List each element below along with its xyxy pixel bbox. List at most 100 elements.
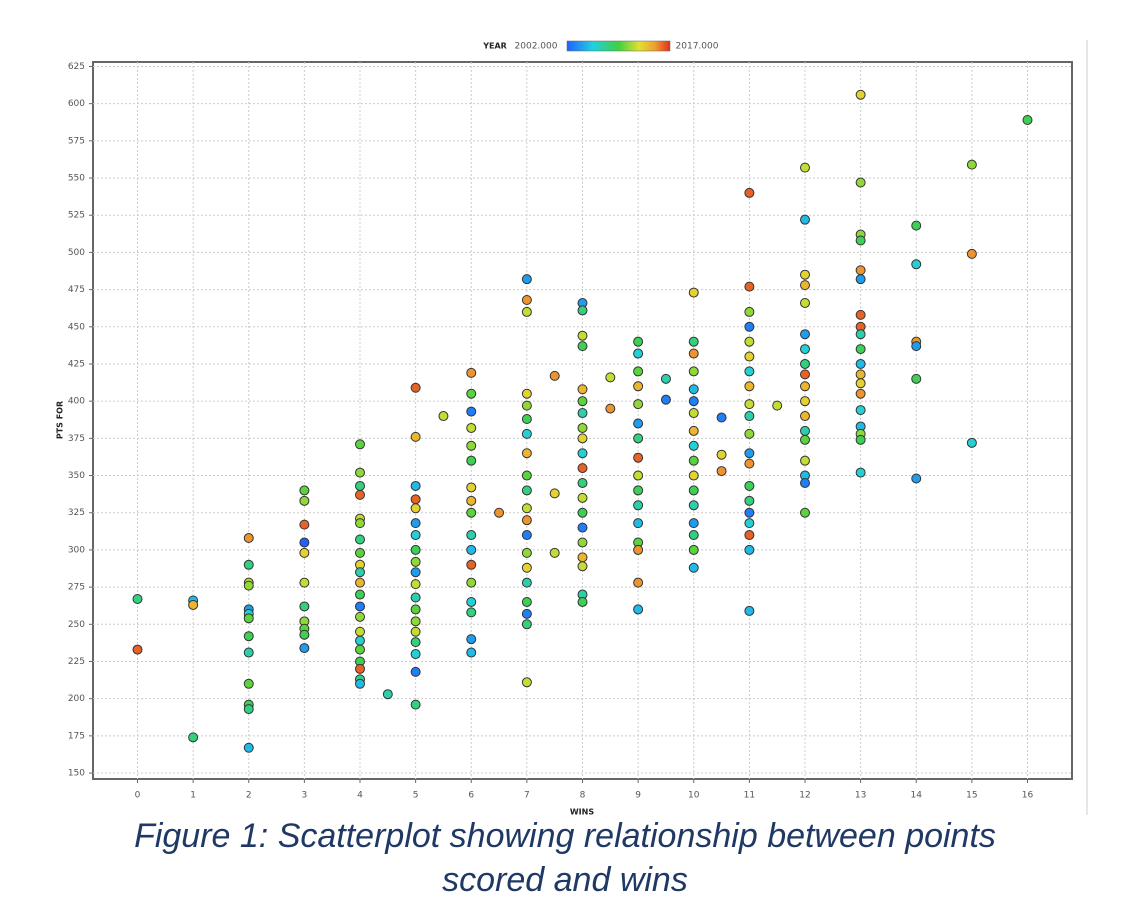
y-tick-label: 500 <box>68 248 85 258</box>
point <box>299 601 310 612</box>
point <box>521 388 532 399</box>
x-axis-title: WINS <box>570 808 594 817</box>
y-tick-label: 275 <box>68 583 85 593</box>
point <box>577 492 588 503</box>
point <box>299 519 310 530</box>
point <box>800 381 810 392</box>
point <box>855 378 866 389</box>
point <box>355 589 365 600</box>
point <box>243 533 254 544</box>
y-tick-label: 150 <box>68 769 85 779</box>
point <box>410 480 421 491</box>
point <box>800 344 810 355</box>
point <box>688 425 699 436</box>
y-tick-label: 575 <box>68 136 85 146</box>
point <box>243 631 254 642</box>
point <box>688 287 699 298</box>
y-tick-label: 300 <box>68 545 85 555</box>
point <box>466 530 477 541</box>
point <box>911 341 922 352</box>
point <box>521 274 532 285</box>
point <box>633 544 644 555</box>
point <box>466 507 477 518</box>
point <box>410 666 421 677</box>
point <box>688 544 699 555</box>
point <box>132 594 143 605</box>
point <box>355 467 365 478</box>
point <box>466 422 477 433</box>
point <box>633 348 644 359</box>
point <box>243 580 254 591</box>
point <box>410 530 421 541</box>
point <box>466 596 477 607</box>
point <box>466 559 477 570</box>
point <box>466 440 477 451</box>
point <box>299 643 310 654</box>
point <box>855 467 866 478</box>
point <box>633 366 644 377</box>
point <box>188 732 199 743</box>
point <box>688 396 699 407</box>
point <box>744 458 755 469</box>
point <box>744 306 755 317</box>
point <box>299 495 310 506</box>
y-tick-label: 450 <box>68 322 85 332</box>
point <box>521 530 532 541</box>
point <box>355 577 365 588</box>
point <box>243 678 254 689</box>
y-tick-label: 475 <box>68 285 85 295</box>
point <box>577 507 588 518</box>
point <box>966 248 977 259</box>
point <box>521 485 532 496</box>
x-tick-label: 4 <box>357 791 363 801</box>
y-tick-label: 250 <box>68 620 85 630</box>
point <box>355 601 365 612</box>
point <box>911 259 922 270</box>
point <box>355 567 365 578</box>
point <box>800 280 810 291</box>
point <box>633 433 644 444</box>
point <box>855 434 866 445</box>
point <box>633 470 644 481</box>
x-tick-label: 14 <box>911 791 923 801</box>
point <box>800 425 810 436</box>
point <box>911 473 922 484</box>
point <box>688 336 699 347</box>
x-tick-label: 12 <box>799 791 810 801</box>
point <box>410 637 421 648</box>
point <box>243 647 254 658</box>
point <box>355 534 365 545</box>
colorbar-label: YEAR <box>482 42 507 51</box>
y-axis-title: PTS FOR <box>56 401 65 439</box>
point <box>410 592 421 603</box>
point <box>744 518 755 529</box>
point <box>577 422 588 433</box>
point <box>355 644 365 655</box>
point <box>855 265 866 276</box>
point <box>188 599 199 610</box>
point <box>688 470 699 481</box>
point <box>855 388 866 399</box>
point <box>577 305 588 316</box>
point <box>577 384 588 395</box>
point <box>688 384 699 395</box>
point <box>577 396 588 407</box>
x-tick-label: 6 <box>468 791 474 801</box>
point <box>410 567 421 578</box>
point <box>800 214 810 225</box>
point <box>744 495 755 506</box>
point <box>410 699 421 710</box>
point <box>800 396 810 407</box>
point <box>744 428 755 439</box>
point <box>577 596 588 607</box>
point <box>577 552 588 563</box>
point <box>688 530 699 541</box>
point <box>744 544 755 555</box>
point <box>577 341 588 352</box>
point <box>800 369 810 380</box>
point <box>800 507 810 518</box>
point <box>911 373 922 384</box>
point <box>633 336 644 347</box>
point <box>521 547 532 558</box>
